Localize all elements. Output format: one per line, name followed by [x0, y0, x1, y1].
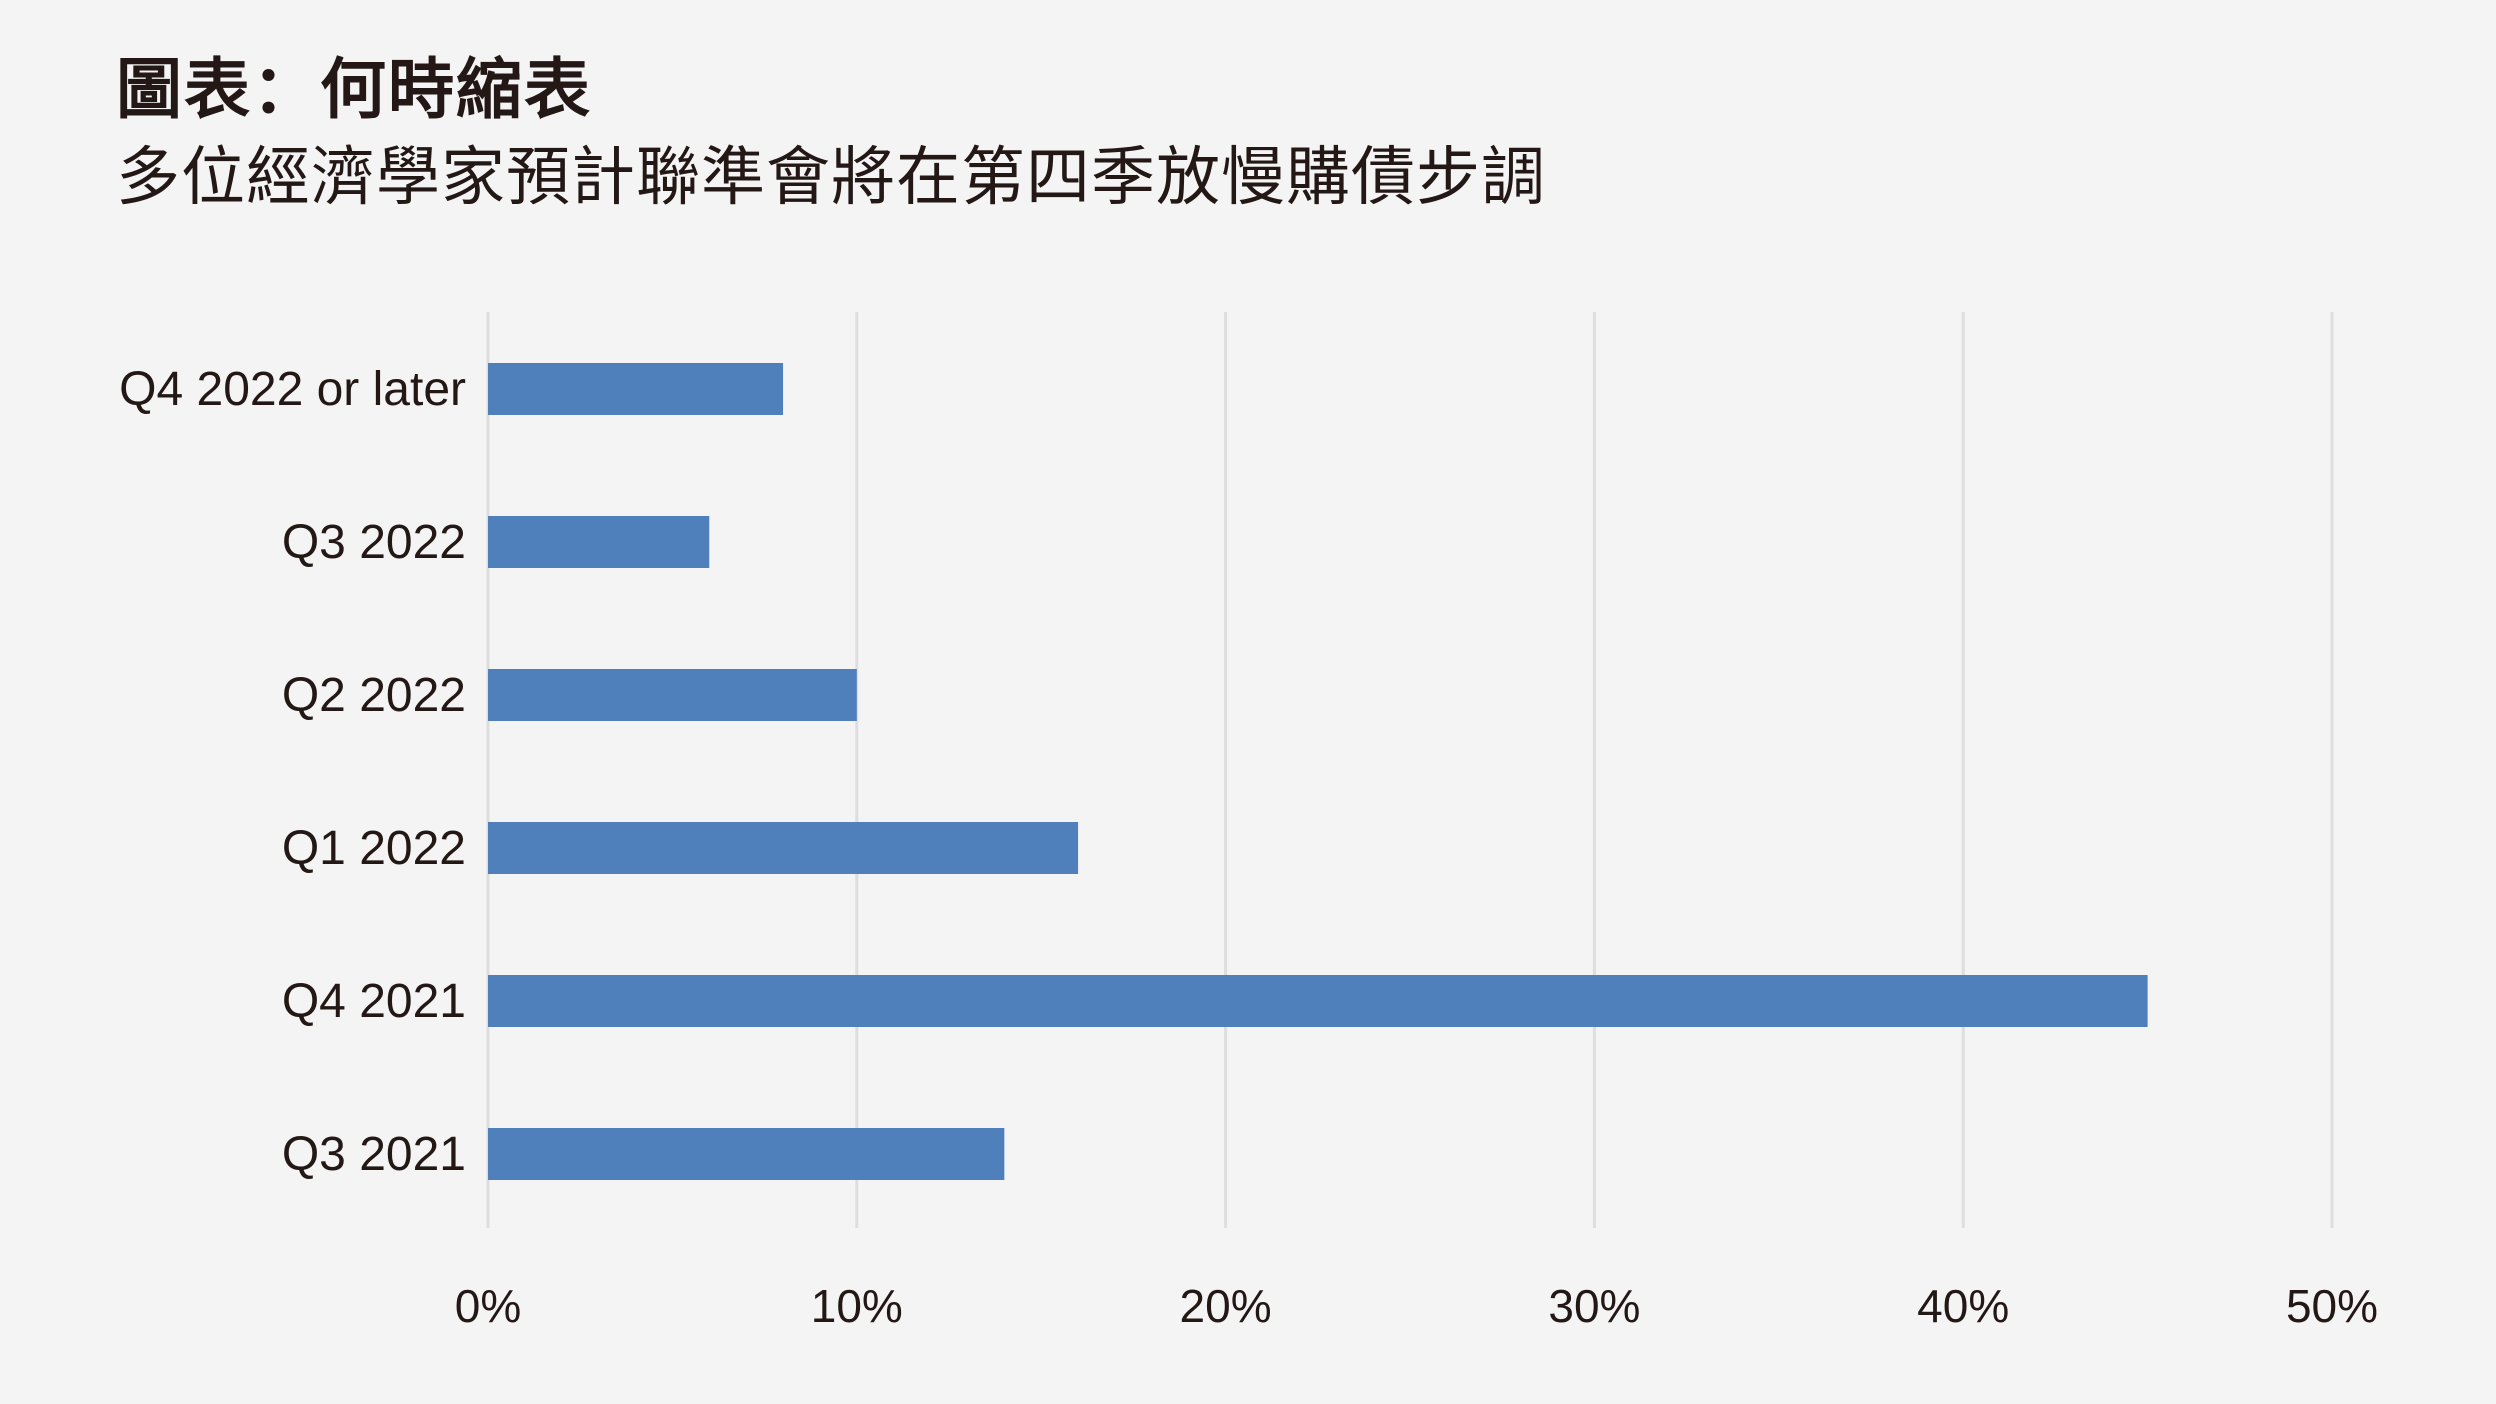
- gridlines: [486, 312, 2334, 1228]
- bar: [488, 975, 2148, 1027]
- bar: [488, 516, 710, 568]
- bars: [488, 363, 2148, 1180]
- bar: [488, 822, 1079, 874]
- bar: [488, 1128, 1005, 1180]
- chart-subtitle: 多位經濟學家預計聯準會將在第四季放慢購債步調: [116, 141, 1546, 215]
- bar: [488, 363, 784, 415]
- bar: [488, 669, 857, 721]
- category-label: Q3 2022: [282, 516, 466, 569]
- x-tick-label: 10%: [811, 1280, 903, 1332]
- x-tick-label: 40%: [1917, 1280, 2009, 1332]
- category-label: Q2 2022: [282, 669, 466, 722]
- x-tick-label: 30%: [1548, 1280, 1640, 1332]
- category-labels: Q4 2022 or later Q3 2022 Q2 2022 Q1 2022 Q4 …: [119, 363, 466, 1181]
- category-label: Q4 2022 or later: [119, 363, 466, 416]
- category-label: Q3 2021: [282, 1128, 466, 1181]
- chart-title: 圖表：何時縮表: [116, 51, 592, 128]
- x-tick-labels: 0% 10% 20% 30% 40% 50%: [455, 1280, 2378, 1332]
- x-tick-label: 50%: [2286, 1280, 2378, 1332]
- category-label: Q1 2022: [282, 822, 466, 875]
- x-tick-label: 0%: [455, 1280, 521, 1332]
- category-label: Q4 2021: [282, 975, 466, 1028]
- x-tick-label: 20%: [1180, 1280, 1272, 1332]
